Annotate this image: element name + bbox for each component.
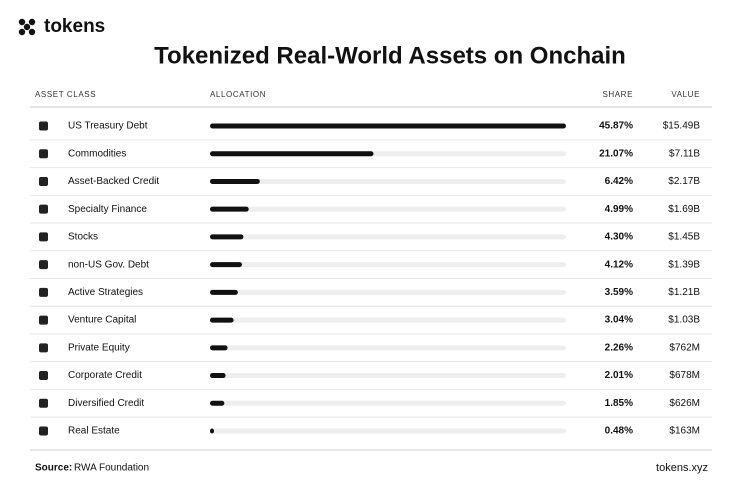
bar-track	[210, 345, 566, 351]
amount-label: $163M	[669, 426, 700, 437]
bar	[210, 317, 234, 323]
share-label: 3.04%	[605, 315, 633, 326]
category-label: non-US Gov. Debt	[68, 259, 149, 270]
category-label: Private Equity	[68, 342, 130, 353]
row-icon	[39, 121, 48, 131]
row-icon	[39, 176, 48, 186]
bar	[210, 123, 566, 129]
amount-label: $7.11B	[669, 148, 700, 159]
bar-track	[210, 428, 566, 434]
column-header: VALUE	[671, 90, 700, 99]
share-label: 3.59%	[605, 287, 633, 298]
share-label: 4.12%	[605, 259, 633, 270]
share-label: 45.87%	[599, 121, 633, 132]
source-label: Source:	[35, 463, 72, 474]
row-icon	[39, 398, 48, 408]
bar	[210, 289, 238, 295]
share-label: 1.85%	[605, 398, 633, 409]
bar	[210, 373, 226, 379]
logo-mark	[18, 18, 36, 36]
row-icon	[39, 204, 48, 214]
category-label: Specialty Finance	[68, 204, 147, 215]
amount-label: $762M	[669, 342, 700, 353]
chart-title: Tokenized Real-World Assets on Onchain	[154, 42, 626, 69]
bar-track	[210, 373, 566, 379]
bar-track	[210, 317, 566, 323]
row-icon	[39, 371, 48, 381]
brand: tokens	[44, 16, 105, 37]
row-icon	[39, 315, 48, 325]
amount-label: $2.17B	[668, 176, 700, 187]
column-header: ALLOCATION	[210, 90, 266, 99]
bar-track	[210, 178, 566, 184]
amount-label: $1.21B	[668, 287, 700, 298]
amount-label: $678M	[669, 370, 700, 381]
bar	[210, 428, 214, 434]
source: RWA Foundation	[74, 463, 149, 474]
share-label: 2.26%	[605, 342, 633, 353]
row-icon	[39, 149, 48, 159]
bar	[210, 206, 249, 212]
bar-track	[210, 234, 566, 240]
category-label: Venture Capital	[68, 315, 136, 326]
row-icon	[39, 343, 48, 353]
bar	[210, 400, 225, 406]
category-label: Corporate Credit	[68, 370, 142, 381]
amount-label: $626M	[669, 398, 700, 409]
bar-track	[210, 400, 566, 406]
category-label: Asset-Backed Credit	[68, 176, 159, 187]
amount-label: $1.45B	[668, 232, 700, 243]
bar	[210, 178, 260, 184]
amount-label: $1.69B	[668, 204, 700, 215]
category-label: Diversified Credit	[68, 398, 144, 409]
bar	[210, 234, 244, 240]
column-header: ASSET CLASS	[35, 90, 96, 99]
bar-track	[210, 206, 566, 212]
row-icon	[39, 260, 48, 270]
row-icon	[39, 426, 48, 436]
share-label: 6.42%	[605, 176, 633, 187]
category-label: Commodities	[68, 148, 126, 159]
category-label: Active Strategies	[68, 287, 143, 298]
row-icon	[39, 232, 48, 242]
column-header: SHARE	[602, 90, 633, 99]
category-label: Stocks	[68, 232, 98, 243]
share-label: 4.30%	[605, 232, 633, 243]
bar-track	[210, 262, 566, 268]
share-label: 21.07%	[599, 148, 633, 159]
bar	[210, 345, 228, 351]
bar-track	[210, 289, 566, 295]
category-label: US Treasury Debt	[68, 121, 148, 132]
share-label: 0.48%	[605, 426, 633, 437]
category-label: Real Estate	[68, 426, 120, 437]
amount-label: $15.49B	[663, 121, 701, 132]
amount-label: $1.39B	[668, 259, 700, 270]
row-icon	[39, 287, 48, 297]
bar	[210, 151, 374, 157]
bar	[210, 262, 242, 268]
site: tokens.xyz	[656, 462, 708, 474]
share-label: 4.99%	[605, 204, 633, 215]
amount-label: $1.03B	[668, 315, 700, 326]
share-label: 2.01%	[605, 370, 633, 381]
